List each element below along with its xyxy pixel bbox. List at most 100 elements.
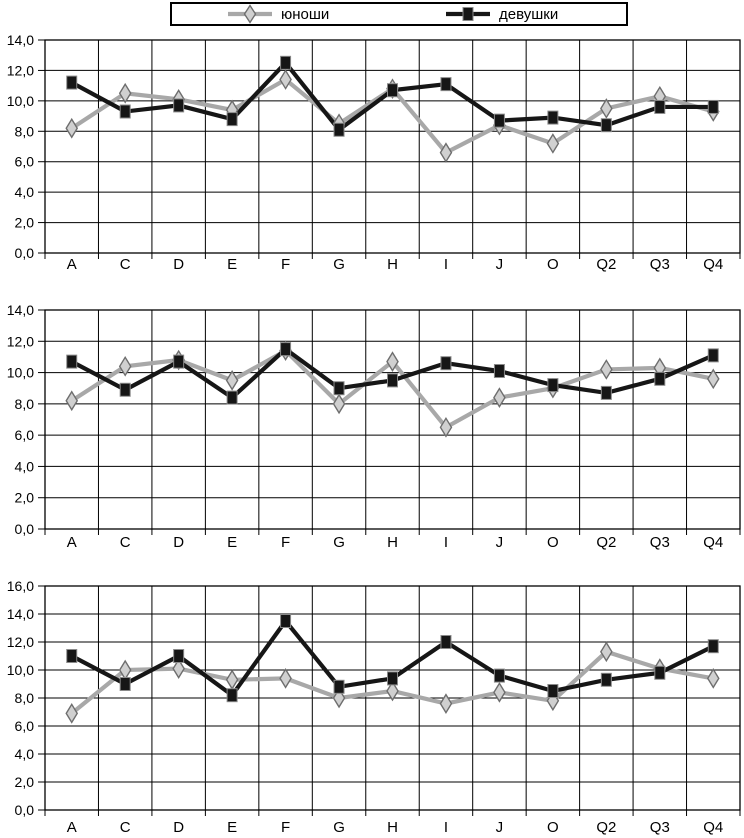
- marker-boys-A: [65, 703, 79, 724]
- marker-girls-I: [440, 77, 452, 92]
- y-axis-label: 0,0: [15, 521, 35, 537]
- category-label: F: [281, 534, 290, 551]
- category-label: Q3: [650, 256, 670, 273]
- category-label: Q4: [703, 534, 723, 551]
- category-label: O: [547, 256, 559, 273]
- x-axis-labels: A C D E F G H I J O Q2 Q3 Q4: [67, 256, 724, 273]
- y-axis-label: 8,0: [15, 690, 35, 706]
- grid: [38, 309, 741, 535]
- y-axis-label: 0,0: [15, 245, 35, 261]
- marker-girls-I: [440, 356, 452, 371]
- marker-boys-A: [65, 390, 79, 412]
- marker-boys-I: [439, 142, 453, 163]
- category-label: H: [387, 256, 398, 273]
- category-label: O: [547, 534, 559, 551]
- marker-boys-Q2: [600, 98, 613, 119]
- marker-girls-G: [333, 679, 345, 694]
- category-label: F: [281, 819, 290, 836]
- plot-border: [44, 39, 741, 254]
- y-axis-label: 0,0: [15, 802, 35, 818]
- category-label: J: [496, 534, 504, 551]
- marker-girls-F: [280, 55, 292, 70]
- category-label: Q3: [650, 534, 670, 551]
- y-axis-labels: 0,0 2,0 4,0 6,0 8,0 10,0 12,0 14,0: [7, 302, 34, 537]
- category-label: Q2: [596, 819, 616, 836]
- marker-boys-Q2: [600, 641, 613, 663]
- marker-girls-A: [66, 354, 78, 369]
- marker-girls-A: [66, 649, 78, 663]
- marker-girls-Q2: [600, 672, 612, 687]
- legend-label-boys: юноши: [281, 5, 330, 23]
- marker-boys-C: [118, 82, 132, 104]
- category-label: E: [227, 256, 237, 273]
- marker-boys-Q4: [706, 368, 720, 390]
- marker-boys-D: [172, 658, 185, 679]
- category-label: Q2: [596, 256, 616, 273]
- category-label: I: [444, 534, 448, 551]
- marker-girls-J: [493, 668, 505, 683]
- category-label: J: [496, 256, 504, 273]
- grid: [38, 39, 741, 259]
- grid: [38, 585, 741, 816]
- chart-1: 0,0 2,0 4,0 6,0 8,0 10,0 12,0 14,0 A C D E F G H I J O Q2 Q…: [7, 32, 741, 273]
- marker-girls-Q3: [654, 99, 666, 114]
- category-label: A: [67, 534, 77, 551]
- marker-girls-D: [173, 354, 185, 369]
- marker-boys-E: [225, 370, 239, 391]
- y-axis-label: 6,0: [15, 718, 35, 734]
- y-axis-label: 14,0: [7, 302, 34, 318]
- boys-line-diamond-icon: [228, 4, 272, 24]
- y-axis-label: 2,0: [15, 490, 35, 506]
- marker-boys-I: [439, 416, 453, 438]
- marker-girls-Q3: [654, 665, 666, 680]
- marker-girls-H: [387, 671, 398, 686]
- marker-girls-H: [387, 83, 398, 98]
- y-axis-label: 4,0: [15, 184, 35, 200]
- plot-border: [44, 309, 741, 530]
- category-label: H: [387, 819, 398, 836]
- y-axis-label: 12,0: [7, 62, 34, 78]
- y-axis-label: 8,0: [15, 123, 35, 139]
- marker-girls-E: [226, 390, 238, 405]
- legend-item-boys: юноши: [228, 4, 329, 24]
- x-axis-labels: A C D E F G H I J O Q2 Q3 Q4: [67, 534, 724, 551]
- y-axis-label: 8,0: [15, 396, 35, 412]
- marker-boys-H: [386, 351, 399, 372]
- category-label: D: [173, 534, 184, 551]
- marker-boys-G: [332, 393, 346, 415]
- y-axis-label: 14,0: [7, 32, 34, 48]
- y-axis-label: 10,0: [7, 93, 34, 109]
- marker-girls-E: [226, 112, 238, 127]
- series-markers-girls: [66, 614, 719, 703]
- marker-girls-H: [387, 373, 398, 388]
- y-axis-label: 2,0: [15, 215, 35, 231]
- chart-2: 0,0 2,0 4,0 6,0 8,0 10,0 12,0 14,0 A C D E F G H I J O Q2 Q…: [7, 302, 741, 551]
- marker-girls-F: [280, 342, 292, 357]
- marker-boys-H: [386, 680, 399, 702]
- marker-boys-Q4: [706, 668, 720, 689]
- marker-girls-G: [333, 381, 345, 396]
- marker-boys-E: [225, 669, 239, 691]
- marker-boys-A: [65, 117, 79, 139]
- marker-girls-Q2: [600, 385, 612, 400]
- y-axis-labels: 0,0 2,0 4,0 6,0 8,0 10,0 12,0 14,0: [7, 32, 34, 261]
- category-label: C: [120, 534, 131, 551]
- marker-girls-Q4: [707, 348, 719, 363]
- category-label: C: [120, 256, 131, 273]
- y-axis-label: 12,0: [7, 634, 34, 650]
- marker-girls-C: [119, 104, 131, 119]
- y-axis-label: 4,0: [15, 746, 35, 762]
- marker-girls-A: [66, 75, 78, 90]
- marker-girls-J: [493, 113, 505, 128]
- category-label: E: [227, 534, 237, 551]
- category-label: D: [173, 256, 184, 273]
- series-markers-girls: [66, 342, 719, 405]
- category-label: Q4: [703, 256, 723, 273]
- marker-girls-Q4: [707, 639, 719, 654]
- marker-girls-C: [119, 382, 131, 397]
- y-axis-label: 2,0: [15, 774, 35, 790]
- y-axis-label: 14,0: [7, 606, 34, 622]
- category-label: H: [387, 534, 398, 551]
